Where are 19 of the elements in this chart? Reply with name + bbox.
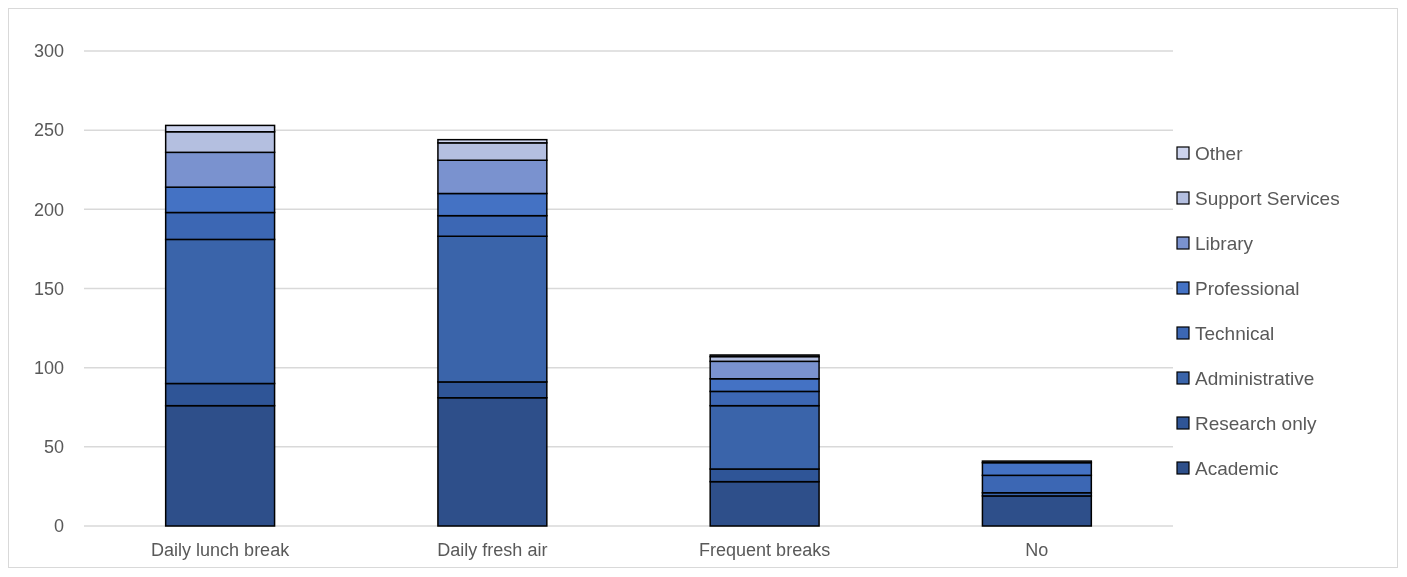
x-tick-label: No bbox=[1025, 540, 1049, 560]
y-tick-label: 0 bbox=[53, 516, 64, 537]
legend-label: Support Services bbox=[1195, 187, 1340, 209]
legend-label: Other bbox=[1195, 142, 1244, 164]
y-tick-label: 200 bbox=[33, 199, 64, 220]
legend-label: Library bbox=[1195, 232, 1254, 254]
legend-label: Administrative bbox=[1195, 367, 1315, 389]
y-tick-label: 50 bbox=[43, 437, 64, 458]
legend-label: Technical bbox=[1195, 322, 1275, 344]
legend-label: Research only bbox=[1195, 412, 1317, 434]
y-tick-label: 150 bbox=[33, 278, 64, 299]
legend-label: Academic bbox=[1195, 457, 1279, 479]
y-tick-label: 250 bbox=[33, 120, 64, 141]
x-tick-label: Daily fresh air bbox=[437, 540, 548, 560]
y-tick-label: 100 bbox=[33, 357, 64, 378]
legend-label: Professional bbox=[1195, 277, 1300, 299]
x-tick-label: Frequent breaks bbox=[699, 540, 831, 560]
x-tick-label: Daily lunch break bbox=[151, 540, 291, 560]
y-tick-label: 300 bbox=[33, 41, 64, 62]
